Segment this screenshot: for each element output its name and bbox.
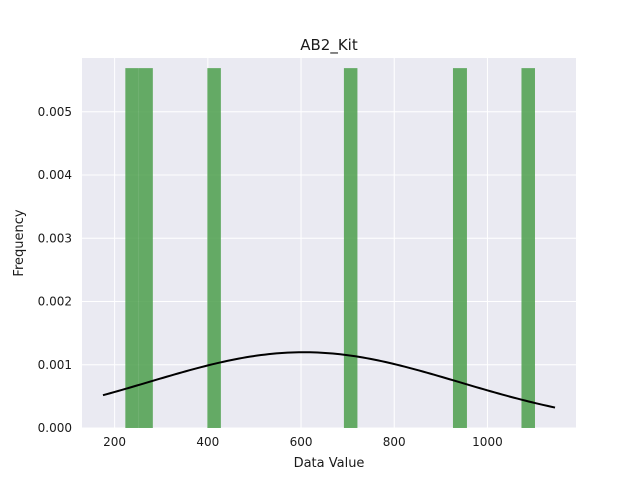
histogram-bar-3 — [343, 68, 358, 428]
x-tick-label-3: 800 — [383, 435, 406, 449]
y-axis-label: Frequency — [12, 209, 27, 276]
y-tick-label-2: 0.002 — [38, 295, 72, 309]
y-tick-label-0: 0.000 — [38, 421, 72, 435]
histogram-bar-2 — [207, 68, 221, 428]
x-tick-labels: 200 400 600 800 1000 — [103, 435, 503, 449]
density-curve — [102, 351, 556, 409]
y-tick-label-1: 0.001 — [38, 358, 72, 372]
y-tick-labels: 0.000 0.001 0.002 0.003 0.004 0.005 — [38, 105, 72, 435]
histogram-bar-5 — [521, 68, 535, 428]
histogram-bar-4 — [452, 68, 467, 428]
x-tick-label-1: 400 — [196, 435, 219, 449]
x-tick-label-4: 1000 — [472, 435, 503, 449]
x-tick-label-0: 200 — [103, 435, 126, 449]
y-tick-label-3: 0.003 — [38, 231, 72, 245]
chart-title: AB2_Kit — [300, 36, 358, 55]
plot-area — [82, 58, 576, 428]
x-axis-label: Data Value — [294, 456, 365, 471]
histogram-bar-1 — [138, 68, 153, 428]
histogram-bars — [125, 68, 535, 428]
y-tick-label-5: 0.005 — [38, 105, 72, 119]
x-tick-label-2: 600 — [290, 435, 313, 449]
y-tick-label-4: 0.004 — [38, 168, 72, 182]
histogram-bar-0 — [125, 68, 139, 428]
